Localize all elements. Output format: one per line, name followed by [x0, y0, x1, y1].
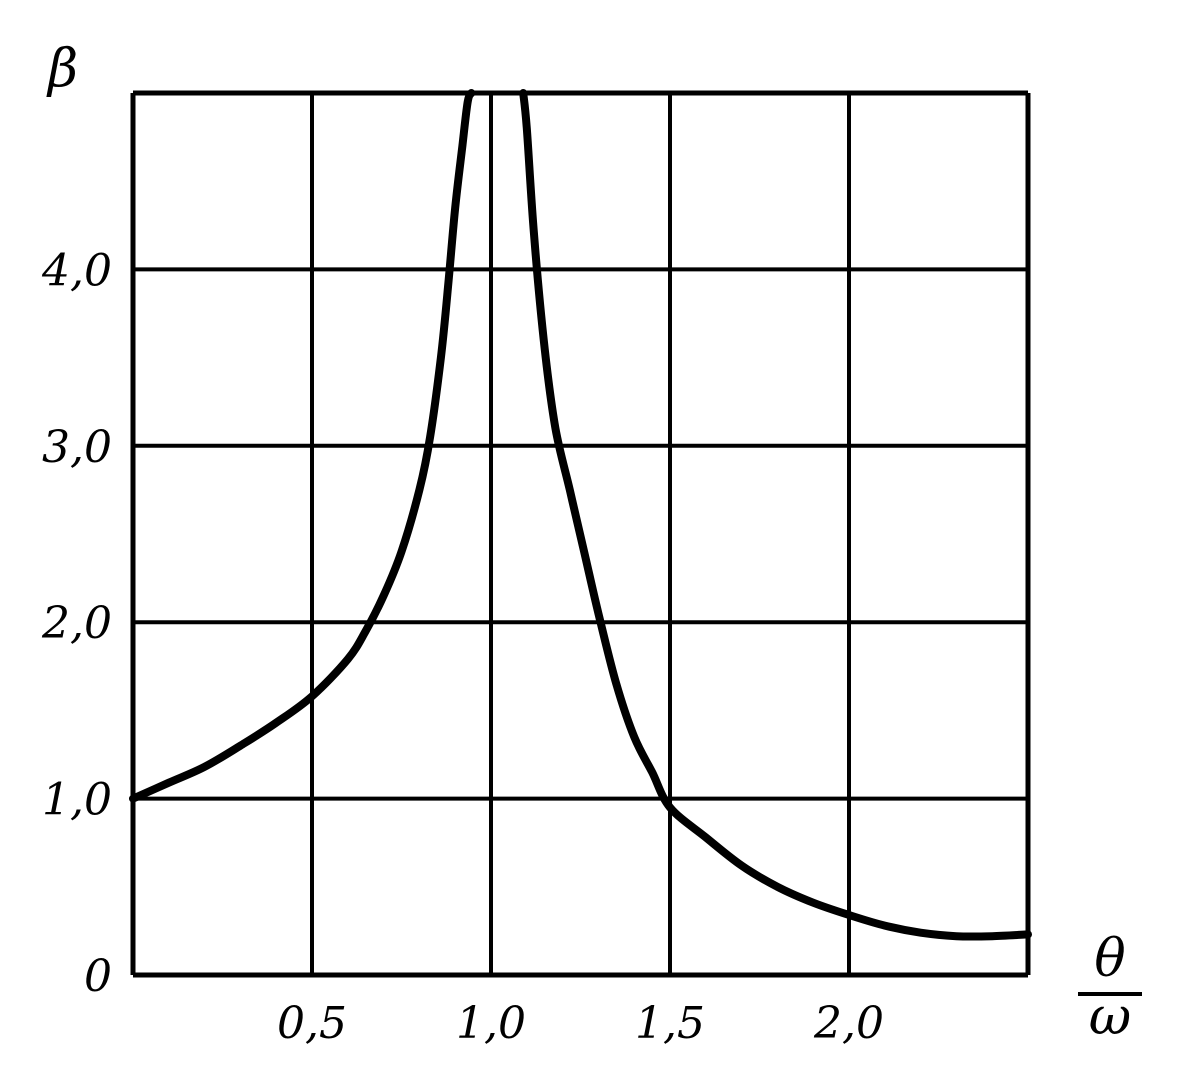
y-tick-label: 2,0 [41, 598, 112, 649]
x-axis-label: θ ω [1078, 929, 1142, 1047]
y-tick-label: 4,0 [41, 245, 112, 296]
y-tick-label: 1,0 [42, 775, 112, 826]
x-tick-label: 1,5 [635, 998, 705, 1049]
x-axis-label-numerator: θ [1094, 929, 1125, 989]
x-tick-label: 2,0 [813, 998, 884, 1049]
tick-labels: 0,5 1,0 1,5 2,0 0 1,0 2,0 3,0 4,0 [41, 245, 884, 1049]
curves [129, 89, 1032, 941]
curve-left-branch [129, 89, 476, 803]
y-tick-label: 0 [84, 951, 112, 1002]
y-tick-label: 3,0 [42, 422, 112, 473]
plot-frame [130, 90, 1031, 978]
y-axis-label: β [46, 39, 78, 99]
x-axis-label-denominator: ω [1089, 987, 1131, 1047]
x-tick-label: 0,5 [277, 998, 347, 1049]
grid [133, 93, 1028, 975]
x-tick-label: 1,0 [456, 998, 526, 1049]
curve-right-branch [519, 89, 1032, 941]
